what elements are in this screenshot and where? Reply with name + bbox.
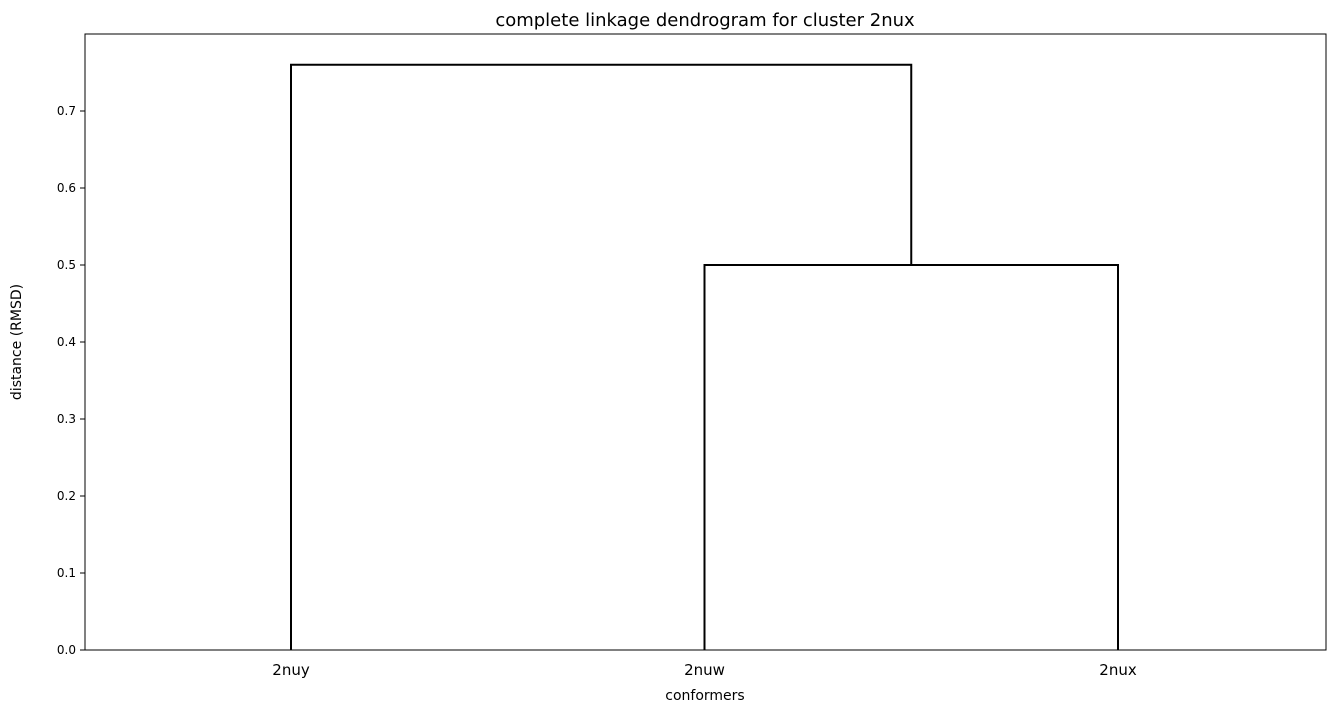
x-tick-label-2nux: 2nux bbox=[1099, 661, 1137, 679]
x-tick-label-2nuw: 2nuw bbox=[684, 661, 725, 679]
dendrogram-link-2 bbox=[290, 63, 913, 650]
x-axis-ticks: 2nuy 2nuw 2nux bbox=[272, 661, 1137, 679]
y-tick-label: 0.5 bbox=[57, 258, 76, 272]
y-tick-label: 0.3 bbox=[57, 412, 76, 426]
dendrogram-links bbox=[290, 63, 1119, 650]
y-tick-label: 0.7 bbox=[57, 104, 76, 118]
y-tick-label: 0.6 bbox=[57, 181, 76, 195]
y-axis-ticks: 0.0 0.1 0.2 0.3 0.4 0.5 0.6 0.7 bbox=[57, 104, 85, 657]
y-tick-label: 0.0 bbox=[57, 643, 76, 657]
x-tick-label-2nuy: 2nuy bbox=[272, 661, 310, 679]
dendrogram-link-1 bbox=[703, 264, 1119, 650]
y-tick-label: 0.4 bbox=[57, 335, 76, 349]
y-tick-label: 0.1 bbox=[57, 566, 76, 580]
chart-title: complete linkage dendrogram for cluster … bbox=[495, 10, 915, 31]
y-tick-label: 0.2 bbox=[57, 489, 76, 503]
y-axis-label: distance (RMSD) bbox=[9, 284, 25, 400]
x-axis-label: conformers bbox=[665, 688, 744, 704]
